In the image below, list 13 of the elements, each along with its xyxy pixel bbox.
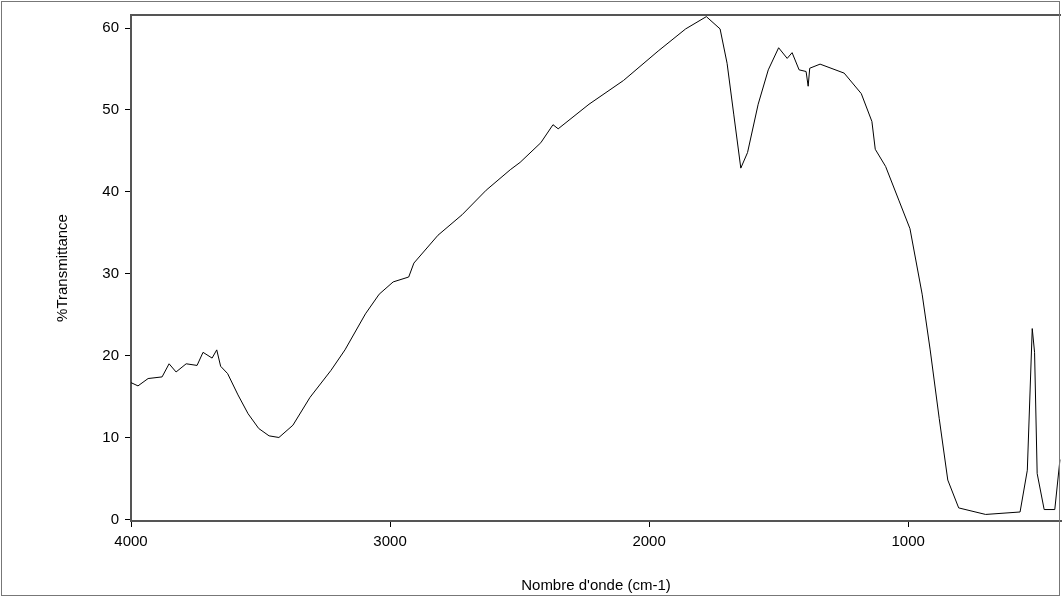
y-tick-label: 20 xyxy=(102,345,119,363)
y-tick-label: 30 xyxy=(102,263,119,281)
x-tick-label: 1000 xyxy=(891,532,925,550)
y-tick-label: 50 xyxy=(102,100,119,118)
x-tick-label: 2000 xyxy=(632,532,666,550)
y-axis-title: %Transmittance xyxy=(53,214,71,322)
y-tick-label: 0 xyxy=(110,509,119,527)
x-tick-label: 3000 xyxy=(373,532,407,550)
y-tick-label: 40 xyxy=(102,181,119,199)
y-tick-label: 10 xyxy=(102,427,119,445)
x-tick-label: 4000 xyxy=(114,532,148,550)
y-tick-label: 60 xyxy=(102,18,119,36)
x-axis-title: Nombre d'onde (cm-1) xyxy=(521,576,671,594)
